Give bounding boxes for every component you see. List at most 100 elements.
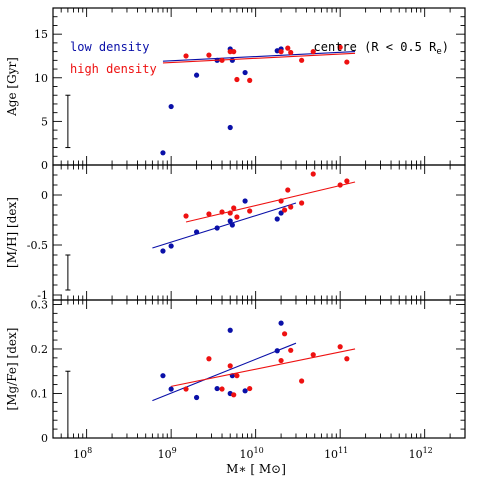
panel-frame bbox=[52, 299, 466, 439]
legend-low-density: low density bbox=[70, 40, 149, 54]
data-point-high-density bbox=[219, 57, 225, 63]
legend-high-density: high density bbox=[70, 62, 157, 76]
data-point-low-density bbox=[242, 69, 248, 76]
fit-line-low-density bbox=[152, 342, 297, 402]
data-point-high-density bbox=[227, 363, 233, 369]
data-point-high-density bbox=[278, 49, 284, 55]
data-point-high-density bbox=[183, 213, 189, 219]
y-tick-label: 0.2 bbox=[31, 343, 49, 356]
data-point-high-density bbox=[310, 352, 316, 358]
plot-area bbox=[152, 320, 356, 402]
data-point-high-density bbox=[227, 210, 233, 216]
data-point-high-density bbox=[288, 204, 294, 210]
region-annotation: centre (R < 0.5 Re) bbox=[314, 40, 449, 57]
data-point-low-density bbox=[227, 124, 233, 131]
data-point-high-density bbox=[206, 211, 212, 217]
data-point-high-density bbox=[337, 44, 343, 50]
data-point-low-density bbox=[168, 386, 174, 392]
data-point-low-density bbox=[242, 198, 248, 204]
data-point-high-density bbox=[206, 356, 212, 362]
data-point-low-density bbox=[193, 394, 200, 401]
panel-2: -1 -0.5 0 [M/H] [dex] bbox=[5, 164, 466, 302]
fit-line-high-density bbox=[171, 348, 356, 387]
data-point-low-density bbox=[168, 103, 174, 110]
data-point-low-density bbox=[160, 150, 166, 156]
data-point-high-density bbox=[285, 187, 291, 193]
data-point-high-density bbox=[310, 49, 316, 55]
y-tick-label: 0.1 bbox=[31, 387, 49, 400]
panels: 0 5 10 15 Age [Gyr] -1 -0.5 0 [M/H] [dex] 0 0.1 0.2… bbox=[5, 7, 466, 461]
data-point-high-density bbox=[288, 49, 294, 56]
data-point-low-density bbox=[274, 348, 280, 354]
data-point-high-density bbox=[285, 45, 291, 51]
data-point-low-density bbox=[278, 210, 284, 216]
data-point-low-density bbox=[229, 222, 235, 228]
data-point-high-density bbox=[231, 205, 237, 211]
data-point-high-density bbox=[234, 214, 240, 220]
data-point-high-density bbox=[299, 200, 305, 206]
data-point-high-density bbox=[337, 182, 343, 188]
data-point-low-density bbox=[274, 48, 280, 54]
y-tick-label: 5 bbox=[41, 115, 48, 128]
panel-frame bbox=[52, 164, 466, 301]
y-tick-label: -1 bbox=[37, 289, 48, 302]
fit-line-high-density bbox=[162, 52, 356, 64]
data-point-low-density bbox=[227, 327, 233, 333]
x-tick-label: 1010 bbox=[240, 446, 264, 461]
data-point-high-density bbox=[337, 344, 343, 350]
data-point-low-density bbox=[193, 72, 200, 78]
data-point-high-density bbox=[344, 59, 350, 65]
plot-area bbox=[152, 171, 356, 254]
panel-3: 0 0.1 0.2 0.3 [Mg/Fe] [dex] 108 109 1010 1011 101… bbox=[5, 298, 466, 461]
data-point-high-density bbox=[344, 356, 350, 362]
data-point-low-density bbox=[227, 218, 233, 224]
fit-line-high-density bbox=[185, 181, 356, 223]
y-tick-label: 0.3 bbox=[31, 298, 49, 311]
y-axis-title: [M/H] [dex] bbox=[5, 197, 19, 268]
data-point-high-density bbox=[247, 385, 253, 392]
region-annotation-close: ) bbox=[442, 40, 449, 54]
x-tick-label: 1011 bbox=[324, 446, 348, 461]
data-point-high-density bbox=[183, 53, 189, 59]
data-point-high-density bbox=[247, 77, 253, 83]
data-point-low-density bbox=[214, 225, 220, 231]
data-point-low-density bbox=[168, 243, 174, 249]
data-point-high-density bbox=[206, 52, 212, 58]
x-tick-label: 108 bbox=[73, 446, 92, 461]
data-point-low-density bbox=[278, 320, 284, 326]
data-point-high-density bbox=[344, 178, 350, 184]
region-annotation-subscript: e bbox=[436, 47, 441, 57]
x-tick-label: 109 bbox=[158, 446, 177, 461]
x-axis-title: M∗ [ M⊙] bbox=[226, 462, 286, 476]
data-point-high-density bbox=[278, 198, 284, 204]
plot-area bbox=[160, 44, 356, 156]
data-point-low-density bbox=[274, 216, 280, 222]
y-tick-label: 0 bbox=[41, 159, 48, 172]
data-point-low-density bbox=[193, 229, 200, 235]
y-axis-title: [Mg/Fe] [dex] bbox=[5, 328, 19, 411]
data-point-high-density bbox=[219, 386, 225, 392]
data-point-low-density bbox=[160, 373, 166, 379]
data-point-high-density bbox=[219, 209, 225, 215]
data-point-low-density bbox=[242, 388, 248, 394]
data-point-high-density bbox=[281, 207, 288, 213]
y-axis-title: Age [Gyr] bbox=[5, 57, 19, 117]
y-tick-label: 15 bbox=[34, 28, 48, 41]
data-point-high-density bbox=[299, 378, 305, 384]
data-point-low-density bbox=[229, 57, 235, 63]
data-point-high-density bbox=[234, 76, 240, 83]
data-point-high-density bbox=[234, 373, 240, 379]
y-tick-label: 0 bbox=[41, 432, 48, 445]
data-point-high-density bbox=[231, 49, 237, 55]
data-point-high-density bbox=[231, 392, 237, 398]
data-point-high-density bbox=[281, 331, 288, 337]
y-tick-label: -0.5 bbox=[27, 239, 48, 252]
x-tick-label: 1012 bbox=[409, 446, 433, 461]
data-point-low-density bbox=[214, 385, 220, 392]
data-point-high-density bbox=[247, 208, 253, 214]
y-tick-label: 10 bbox=[34, 72, 48, 85]
fit-line-low-density bbox=[162, 51, 356, 62]
data-point-high-density bbox=[310, 171, 316, 177]
data-point-high-density bbox=[278, 357, 284, 364]
data-point-high-density bbox=[183, 386, 189, 392]
